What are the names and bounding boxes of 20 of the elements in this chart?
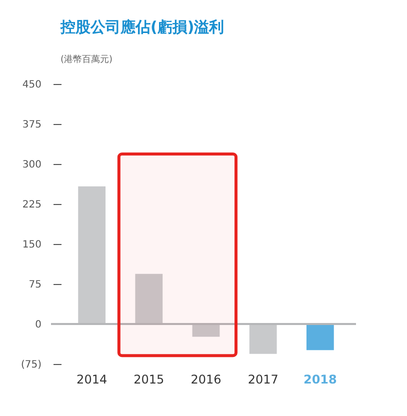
x-tick-label: 2015 xyxy=(134,372,164,386)
bar xyxy=(135,274,163,324)
bar xyxy=(192,324,220,337)
x-tick-label: 2017 xyxy=(248,372,278,386)
y-tick-label: 450 xyxy=(22,80,42,90)
y-tick-label: 300 xyxy=(22,160,42,170)
y-tick-label: (75) xyxy=(20,360,42,370)
x-tick-label: 2016 xyxy=(190,372,222,386)
bar xyxy=(78,186,106,324)
bar xyxy=(249,324,277,354)
y-tick-label: 150 xyxy=(22,240,42,250)
y-tick-label: 375 xyxy=(22,120,42,130)
y-tick-label: 0 xyxy=(35,320,42,330)
y-tick-label: 75 xyxy=(28,280,42,290)
x-tick-label: 2014 xyxy=(76,372,108,386)
bar xyxy=(306,324,334,350)
y-tick-label: 225 xyxy=(22,200,42,210)
y-axis-title: (港幣百萬元) xyxy=(60,54,113,65)
x-tick-label: 2018 xyxy=(303,372,337,386)
chart-title: 控股公司應佔(虧損)溢利 xyxy=(59,18,224,36)
